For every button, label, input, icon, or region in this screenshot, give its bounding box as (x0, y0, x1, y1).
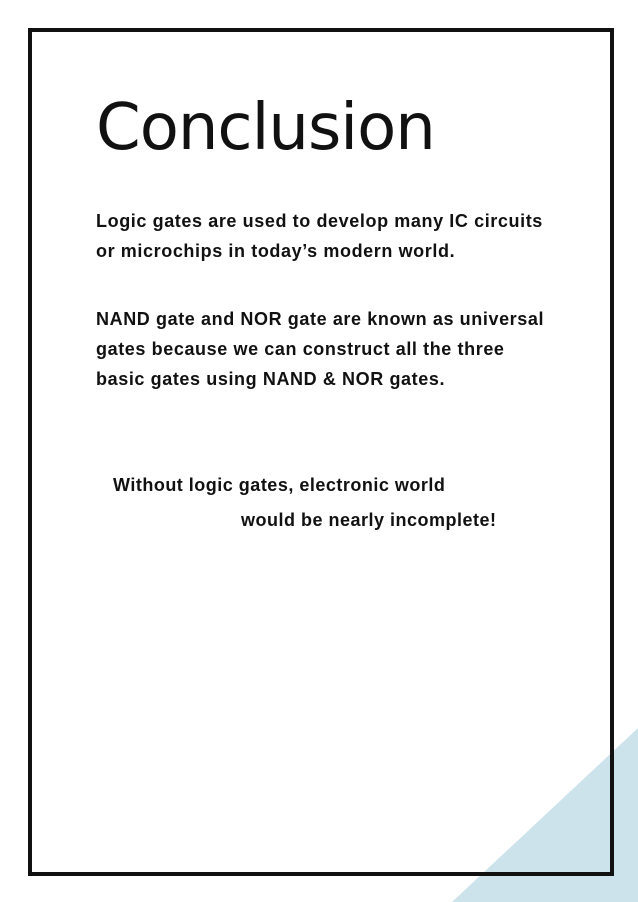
body-paragraph-universal-gates: NAND gate and NOR gate are known as univ… (96, 309, 545, 389)
body-paragraph-logic-gates: Logic gates are used to develop many IC … (96, 211, 543, 261)
page-border-frame (28, 28, 614, 876)
closing-quote-line-1: Without logic gates, electronic world (113, 475, 446, 495)
page-title: Conclusion (96, 91, 436, 165)
closing-quote-line-2: would be nearly incomplete! (241, 510, 497, 530)
